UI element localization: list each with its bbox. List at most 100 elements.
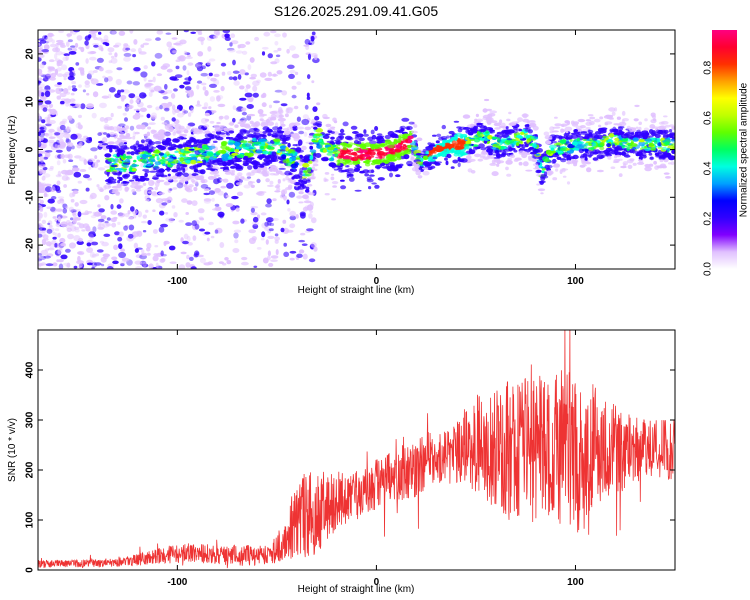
spectrogram-cell — [281, 141, 288, 145]
spectrogram-cell — [44, 90, 51, 98]
spectrogram-cell — [138, 51, 147, 55]
spectrogram-cell — [43, 156, 48, 160]
spectrogram-cell — [86, 262, 93, 266]
spectrogram-cell — [146, 113, 151, 119]
spectrogram-cell — [315, 121, 323, 124]
spectrogram-cell — [141, 153, 147, 159]
spectrogram-cell — [77, 124, 83, 130]
spectrogram-cell — [452, 159, 459, 164]
spectrogram-cell — [38, 83, 46, 88]
spectrogram-cell — [293, 105, 299, 110]
spectrogram-cell — [407, 139, 413, 143]
spectrogram-cell — [254, 133, 262, 137]
spectrogram-cell — [559, 147, 566, 152]
spectrogram-cell — [606, 143, 611, 148]
spectrogram-cell — [245, 125, 252, 129]
spectrogram-cell — [56, 189, 62, 193]
spectrogram-cell — [54, 243, 58, 248]
spectrogram-cell — [253, 127, 258, 131]
spectrogram-cell — [39, 155, 44, 162]
spectrogram-cell — [283, 130, 291, 136]
spectrogram-cell — [183, 156, 191, 160]
spectrogram-cell — [265, 203, 272, 208]
spectrogram-cell — [46, 228, 53, 234]
spectrogram-cell — [169, 188, 173, 191]
spectrogram-cell — [457, 128, 463, 133]
spectrogram-cell — [183, 50, 188, 56]
spectrogram-cell — [314, 133, 323, 137]
spectrogram-cell — [598, 124, 602, 128]
spectrogram-cell — [63, 154, 71, 158]
spectrogram-cell — [45, 121, 53, 126]
spectrogram-cell — [411, 130, 418, 134]
spectrogram-cell — [657, 147, 664, 150]
spectrogram-cell — [104, 157, 112, 160]
spectrogram-cell — [427, 159, 436, 162]
y-tick-label: 20 — [25, 48, 36, 60]
spectrogram-cell — [178, 264, 186, 269]
spectrogram-cell — [368, 186, 372, 190]
spectrogram-cell — [188, 148, 195, 151]
spectrogram-cell — [156, 174, 161, 177]
spectrogram-cell — [365, 159, 370, 164]
spectrogram-cell — [602, 135, 610, 139]
spectrogram-cell — [130, 151, 135, 156]
spectrogram-cell — [235, 207, 240, 212]
spectrogram-cell — [247, 134, 255, 138]
spectrogram-cell — [70, 133, 78, 140]
spectrogram-cell — [579, 144, 587, 147]
spectrogram-cell — [520, 131, 525, 136]
spectrogram-cell — [387, 143, 395, 149]
spectrogram-cell — [352, 131, 359, 134]
spectrogram-cell — [165, 89, 173, 94]
spectrogram-cell — [539, 180, 544, 185]
spectrogram-cell — [203, 262, 212, 266]
spectrogram-cell — [658, 142, 662, 147]
spectrogram-cell — [52, 262, 58, 267]
spectrogram-cell — [78, 265, 82, 269]
spectrogram-cell — [182, 108, 186, 116]
spectrogram-cell — [63, 262, 71, 266]
spectrogram-cell — [73, 208, 81, 212]
spectrogram-cell — [66, 262, 71, 268]
spectrogram-cell — [540, 192, 544, 195]
spectrogram-cell — [256, 247, 262, 250]
spectrogram-cell — [167, 157, 174, 163]
figure-title: S126.2025.291.09.41.G05 — [274, 3, 438, 19]
spectrogram-cell — [270, 165, 278, 169]
spectrogram-cell — [63, 53, 70, 57]
spectrogram-cell — [459, 133, 464, 139]
spectrogram-cell — [243, 177, 250, 181]
spectrogram-cell — [266, 184, 274, 187]
spectrogram-cell — [48, 103, 54, 109]
spectrogram-cell — [275, 249, 279, 256]
spectrogram-cell — [192, 235, 197, 241]
spectrogram-cell — [508, 111, 512, 115]
spectrogram-cell — [161, 122, 168, 125]
spectrogram-cell — [668, 129, 673, 133]
spectrogram-cell — [79, 137, 88, 142]
spectrogram-cell — [526, 152, 531, 155]
spectrogram-cell — [38, 77, 43, 82]
spectrogram-cell — [201, 82, 207, 86]
spectrogram-cell — [56, 95, 62, 100]
spectrogram-cell — [211, 197, 215, 202]
spectrogram-cell — [536, 148, 543, 153]
spectrogram-cell — [148, 148, 155, 152]
spectrogram-cell — [361, 142, 365, 147]
spectrogram-cell — [308, 160, 313, 165]
spectrogram-cell — [38, 86, 43, 91]
spectrogram-cell — [330, 176, 335, 181]
spectrogram-cell — [663, 153, 671, 157]
spectrogram-cell — [136, 230, 143, 237]
spectrogram-cell — [56, 73, 64, 77]
spectrogram-cell — [309, 210, 313, 213]
spectrogram-cell — [176, 165, 181, 170]
spectrogram-cell — [213, 154, 217, 158]
spectrogram-cell — [321, 157, 328, 160]
spectrogram-cell — [133, 159, 137, 163]
spectrogram-cell — [582, 129, 589, 132]
spectrogram-cell — [236, 191, 244, 196]
spectrogram-cell — [74, 202, 79, 207]
spectrogram-cell — [634, 104, 640, 108]
